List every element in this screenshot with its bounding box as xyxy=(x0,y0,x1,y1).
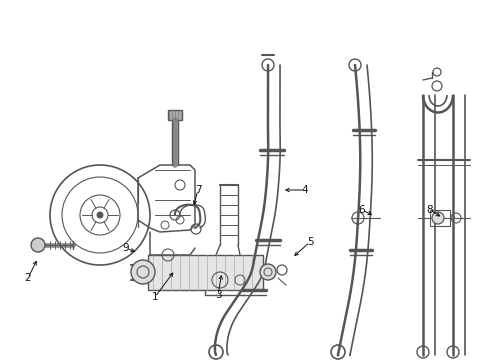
Text: 4: 4 xyxy=(301,185,307,195)
Text: 3: 3 xyxy=(214,290,221,300)
Circle shape xyxy=(31,238,45,252)
Circle shape xyxy=(431,212,443,224)
Circle shape xyxy=(131,260,155,284)
Text: 2: 2 xyxy=(24,273,31,283)
Text: 1: 1 xyxy=(151,292,158,302)
Text: 6: 6 xyxy=(358,205,365,215)
Text: 7: 7 xyxy=(194,185,201,195)
Circle shape xyxy=(97,212,103,218)
Text: 5: 5 xyxy=(306,237,313,247)
Circle shape xyxy=(260,264,275,280)
Text: 8: 8 xyxy=(426,205,432,215)
Bar xyxy=(429,210,449,226)
FancyBboxPatch shape xyxy=(168,110,182,120)
Text: 9: 9 xyxy=(122,243,129,253)
Bar xyxy=(148,255,263,290)
